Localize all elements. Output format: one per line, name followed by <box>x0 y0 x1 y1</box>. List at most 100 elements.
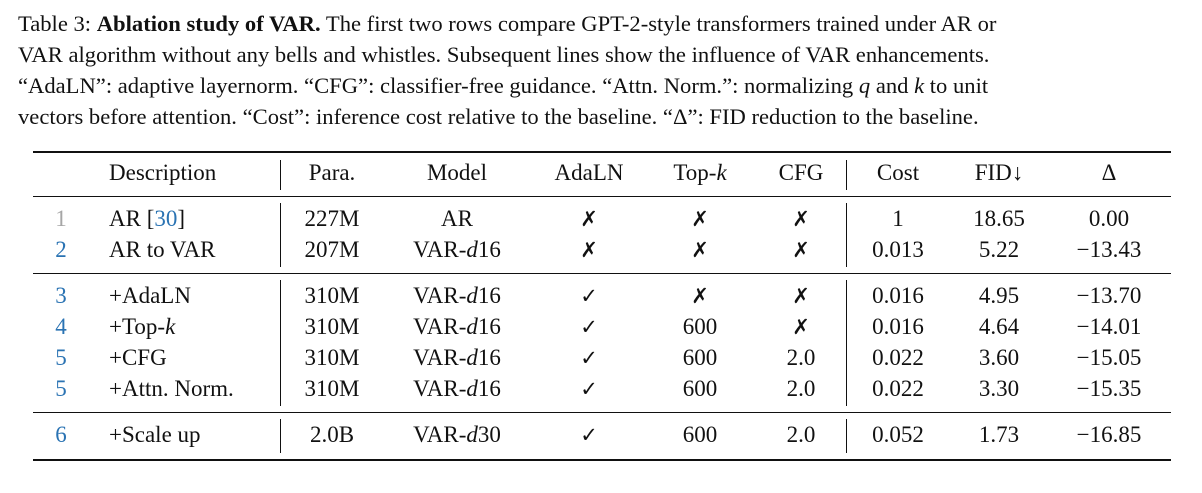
model-depth: d16 <box>466 237 501 262</box>
row-model: VAR-d16 <box>413 313 501 341</box>
row-adaln: ✓ <box>580 284 598 308</box>
row-description: +Top-k <box>109 313 175 341</box>
header-adaln: AdaLN <box>554 160 624 185</box>
model-name: VAR- <box>413 314 467 339</box>
row-number: 5 <box>55 345 67 370</box>
row-fid: 3.60 <box>978 345 1020 370</box>
row-fid: 1.73 <box>978 422 1020 447</box>
model-name: VAR- <box>413 237 467 262</box>
row-cost: 0.016 <box>872 314 924 339</box>
row-params: 310M <box>304 376 360 401</box>
model-name: AR <box>441 206 473 231</box>
model-depth: d16 <box>466 345 501 370</box>
group-rule-2 <box>33 412 1171 414</box>
row-cfg: ✗ <box>792 207 810 231</box>
row-fid: 3.30 <box>978 376 1020 401</box>
top-rule <box>33 151 1171 153</box>
description-text: AR to VAR <box>109 237 216 262</box>
row-number: 4 <box>55 314 67 339</box>
row-params: 227M <box>304 206 360 231</box>
row-params: 207M <box>304 237 360 262</box>
caption-line-4: vectors before attention. “Cost”: infere… <box>18 104 979 129</box>
col-separator <box>280 160 282 190</box>
header-rule <box>33 196 1171 198</box>
caption-line-2: VAR algorithm without any bells and whis… <box>18 42 990 67</box>
row-adaln: ✗ <box>580 238 598 262</box>
header-topk-prefix: Top- <box>673 160 717 185</box>
row-number: 6 <box>55 422 67 447</box>
col-separator <box>846 419 848 453</box>
row-topk: ✗ <box>691 238 709 262</box>
row-topk: 600 <box>682 314 718 339</box>
row-delta: −13.70 <box>1076 283 1142 308</box>
row-adaln: ✓ <box>580 346 598 370</box>
row-cost: 0.013 <box>872 237 924 262</box>
header-topk-k: k <box>716 160 727 185</box>
row-fid: 5.22 <box>978 237 1020 262</box>
citation-link[interactable]: 30 <box>154 206 178 231</box>
model-depth: d30 <box>466 422 501 447</box>
col-separator <box>846 160 848 190</box>
caption-text: to unit <box>929 73 989 98</box>
row-model: VAR-d16 <box>413 282 501 310</box>
row-model: VAR-d16 <box>413 344 501 372</box>
header-model: Model <box>426 160 488 185</box>
model-name: VAR- <box>413 376 467 401</box>
row-cfg: 2.0 <box>786 345 816 370</box>
header-cost: Cost <box>876 160 920 185</box>
group-rule-1 <box>33 273 1171 275</box>
header-topk: Top-k <box>673 159 726 187</box>
caption-line-3: “AdaLN”: adaptive layernorm. “CFG”: clas… <box>18 70 1188 101</box>
row-number: 2 <box>55 237 67 262</box>
row-topk: 600 <box>682 376 718 401</box>
row-cost: 0.022 <box>872 376 924 401</box>
row-description: AR to VAR <box>109 236 216 264</box>
header-delta: Δ <box>1101 160 1117 185</box>
description-text: +Scale up <box>109 422 201 447</box>
model-name: VAR- <box>413 283 467 308</box>
header-fid: FID↓ <box>974 160 1024 185</box>
col-separator <box>846 280 848 406</box>
caption-text: and <box>875 73 909 98</box>
caption-text: “AdaLN”: adaptive layernorm. “CFG”: clas… <box>18 73 854 98</box>
header-cfg: CFG <box>778 160 824 185</box>
row-fid: 18.65 <box>973 206 1025 231</box>
model-depth: d16 <box>466 314 501 339</box>
description-text: +CFG <box>109 345 167 370</box>
row-cfg: 2.0 <box>786 422 816 447</box>
row-delta: −15.35 <box>1076 376 1142 401</box>
caption-math-q: q <box>858 73 871 98</box>
row-params: 310M <box>304 314 360 339</box>
model-depth: d16 <box>466 376 501 401</box>
header-description: Description <box>109 160 217 185</box>
bottom-rule <box>33 459 1171 461</box>
row-description: AR [30] <box>109 206 186 231</box>
caption-math-k: k <box>914 73 925 98</box>
description-text: +Attn. Norm. <box>109 376 234 401</box>
row-cfg: 2.0 <box>786 376 816 401</box>
row-adaln: ✓ <box>580 377 598 401</box>
row-topk: ✗ <box>691 284 709 308</box>
col-separator <box>280 419 282 453</box>
row-number: 5 <box>55 376 67 401</box>
row-cost: 0.022 <box>872 345 924 370</box>
row-delta: −14.01 <box>1076 314 1142 339</box>
row-params: 310M <box>304 283 360 308</box>
row-adaln: ✓ <box>580 315 598 339</box>
model-depth: d16 <box>466 283 501 308</box>
row-cost: 0.052 <box>872 422 924 447</box>
caption-text: The first two rows compare GPT-2-style t… <box>325 11 997 36</box>
caption-title: Ablation study of VAR. <box>96 11 321 36</box>
row-fid: 4.95 <box>978 283 1020 308</box>
table-caption: Table 3: Ablation study of VAR. The firs… <box>18 8 1188 132</box>
model-name: VAR- <box>413 422 467 447</box>
row-cost: 0.016 <box>872 283 924 308</box>
col-separator <box>280 280 282 406</box>
row-fid: 4.64 <box>978 314 1020 339</box>
row-delta: −13.43 <box>1076 237 1142 262</box>
row-description: +Scale up <box>109 421 201 449</box>
row-delta: −15.05 <box>1076 345 1142 370</box>
row-cfg: ✗ <box>792 238 810 262</box>
header-params: Para. <box>308 160 356 185</box>
row-description: +AdaLN <box>109 282 191 310</box>
